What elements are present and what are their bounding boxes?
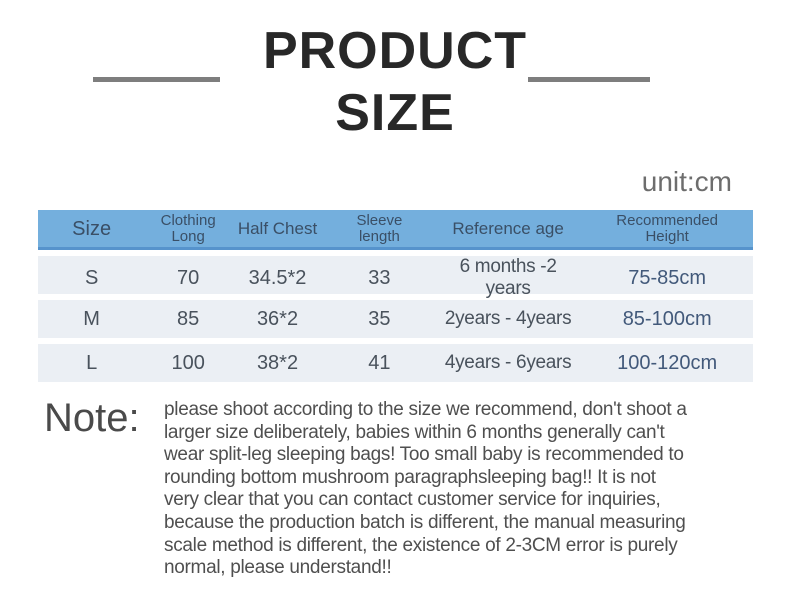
cell-reference-age: 4years - 6years <box>444 352 572 373</box>
note-line: scale method is different, the existence… <box>164 534 678 556</box>
title-divider-right <box>528 77 650 82</box>
note-line: normal, please understand!! <box>164 557 392 579</box>
cell-size: M <box>83 307 100 330</box>
unit-label: unit:cm <box>641 166 732 197</box>
note-line: very clear that you can contact customer… <box>164 489 661 511</box>
column-header-sleeve-length: Sleeve length <box>356 211 403 245</box>
column-header-half-chest: Half Chest <box>237 218 318 238</box>
note-line: rounding bottom mushroom paragraphsleepi… <box>164 466 656 488</box>
table-row-size-l: L 100 38*2 41 4years - 6years 100-120cm <box>38 344 753 382</box>
column-header-clothing-long: Clothing Long <box>160 211 216 245</box>
note-text: please shoot according to the size we re… <box>164 399 764 580</box>
size-table: Size Clothing Long Half Chest Sleeve len… <box>38 210 753 382</box>
cell-recommended-height: 85-100cm <box>622 307 712 330</box>
cell-sleeve-length: 33 <box>368 266 391 289</box>
column-header-size: Size <box>72 217 112 240</box>
cell-half-chest: 36*2 <box>256 307 299 330</box>
column-header-reference-age: Reference age <box>452 218 564 238</box>
cell-clothing-long: 70 <box>177 266 200 289</box>
cell-recommended-height: 75-85cm <box>628 266 707 289</box>
cell-clothing-long: 100 <box>171 351 205 374</box>
note-line: larger size deliberately, babies within … <box>164 421 665 443</box>
cell-recommended-height: 100-120cm <box>617 351 718 374</box>
cell-size: L <box>86 351 98 374</box>
cell-half-chest: 34.5*2 <box>248 266 307 289</box>
cell-reference-age: 6 months -2 years <box>459 256 557 299</box>
title-line-2: SIZE <box>335 84 455 142</box>
note-label: Note: <box>44 396 140 440</box>
page-title: PRODUCT SIZE <box>0 20 790 144</box>
size-table-header: Size Clothing Long Half Chest Sleeve len… <box>38 210 753 250</box>
table-row-size-m: M 85 36*2 35 2years - 4years 85-100cm <box>38 300 753 338</box>
title-line-1: PRODUCT <box>262 22 528 80</box>
cell-half-chest: 38*2 <box>256 351 299 374</box>
title-divider-left <box>93 77 220 82</box>
cell-sleeve-length: 41 <box>368 351 391 374</box>
column-header-recommended-height: Recommended Height <box>616 211 719 245</box>
cell-size: S <box>84 266 99 289</box>
cell-sleeve-length: 35 <box>368 307 391 330</box>
note-line: because the production batch is differen… <box>164 511 686 533</box>
note-line: please shoot according to the size we re… <box>164 399 687 420</box>
cell-clothing-long: 85 <box>177 307 200 330</box>
table-row-size-s: S 70 34.5*2 33 6 months -2 years 75-85cm <box>38 256 753 299</box>
cell-reference-age: 2years - 4years <box>444 308 572 329</box>
note-line: wear split-leg sleeping bags! Too small … <box>164 444 684 466</box>
